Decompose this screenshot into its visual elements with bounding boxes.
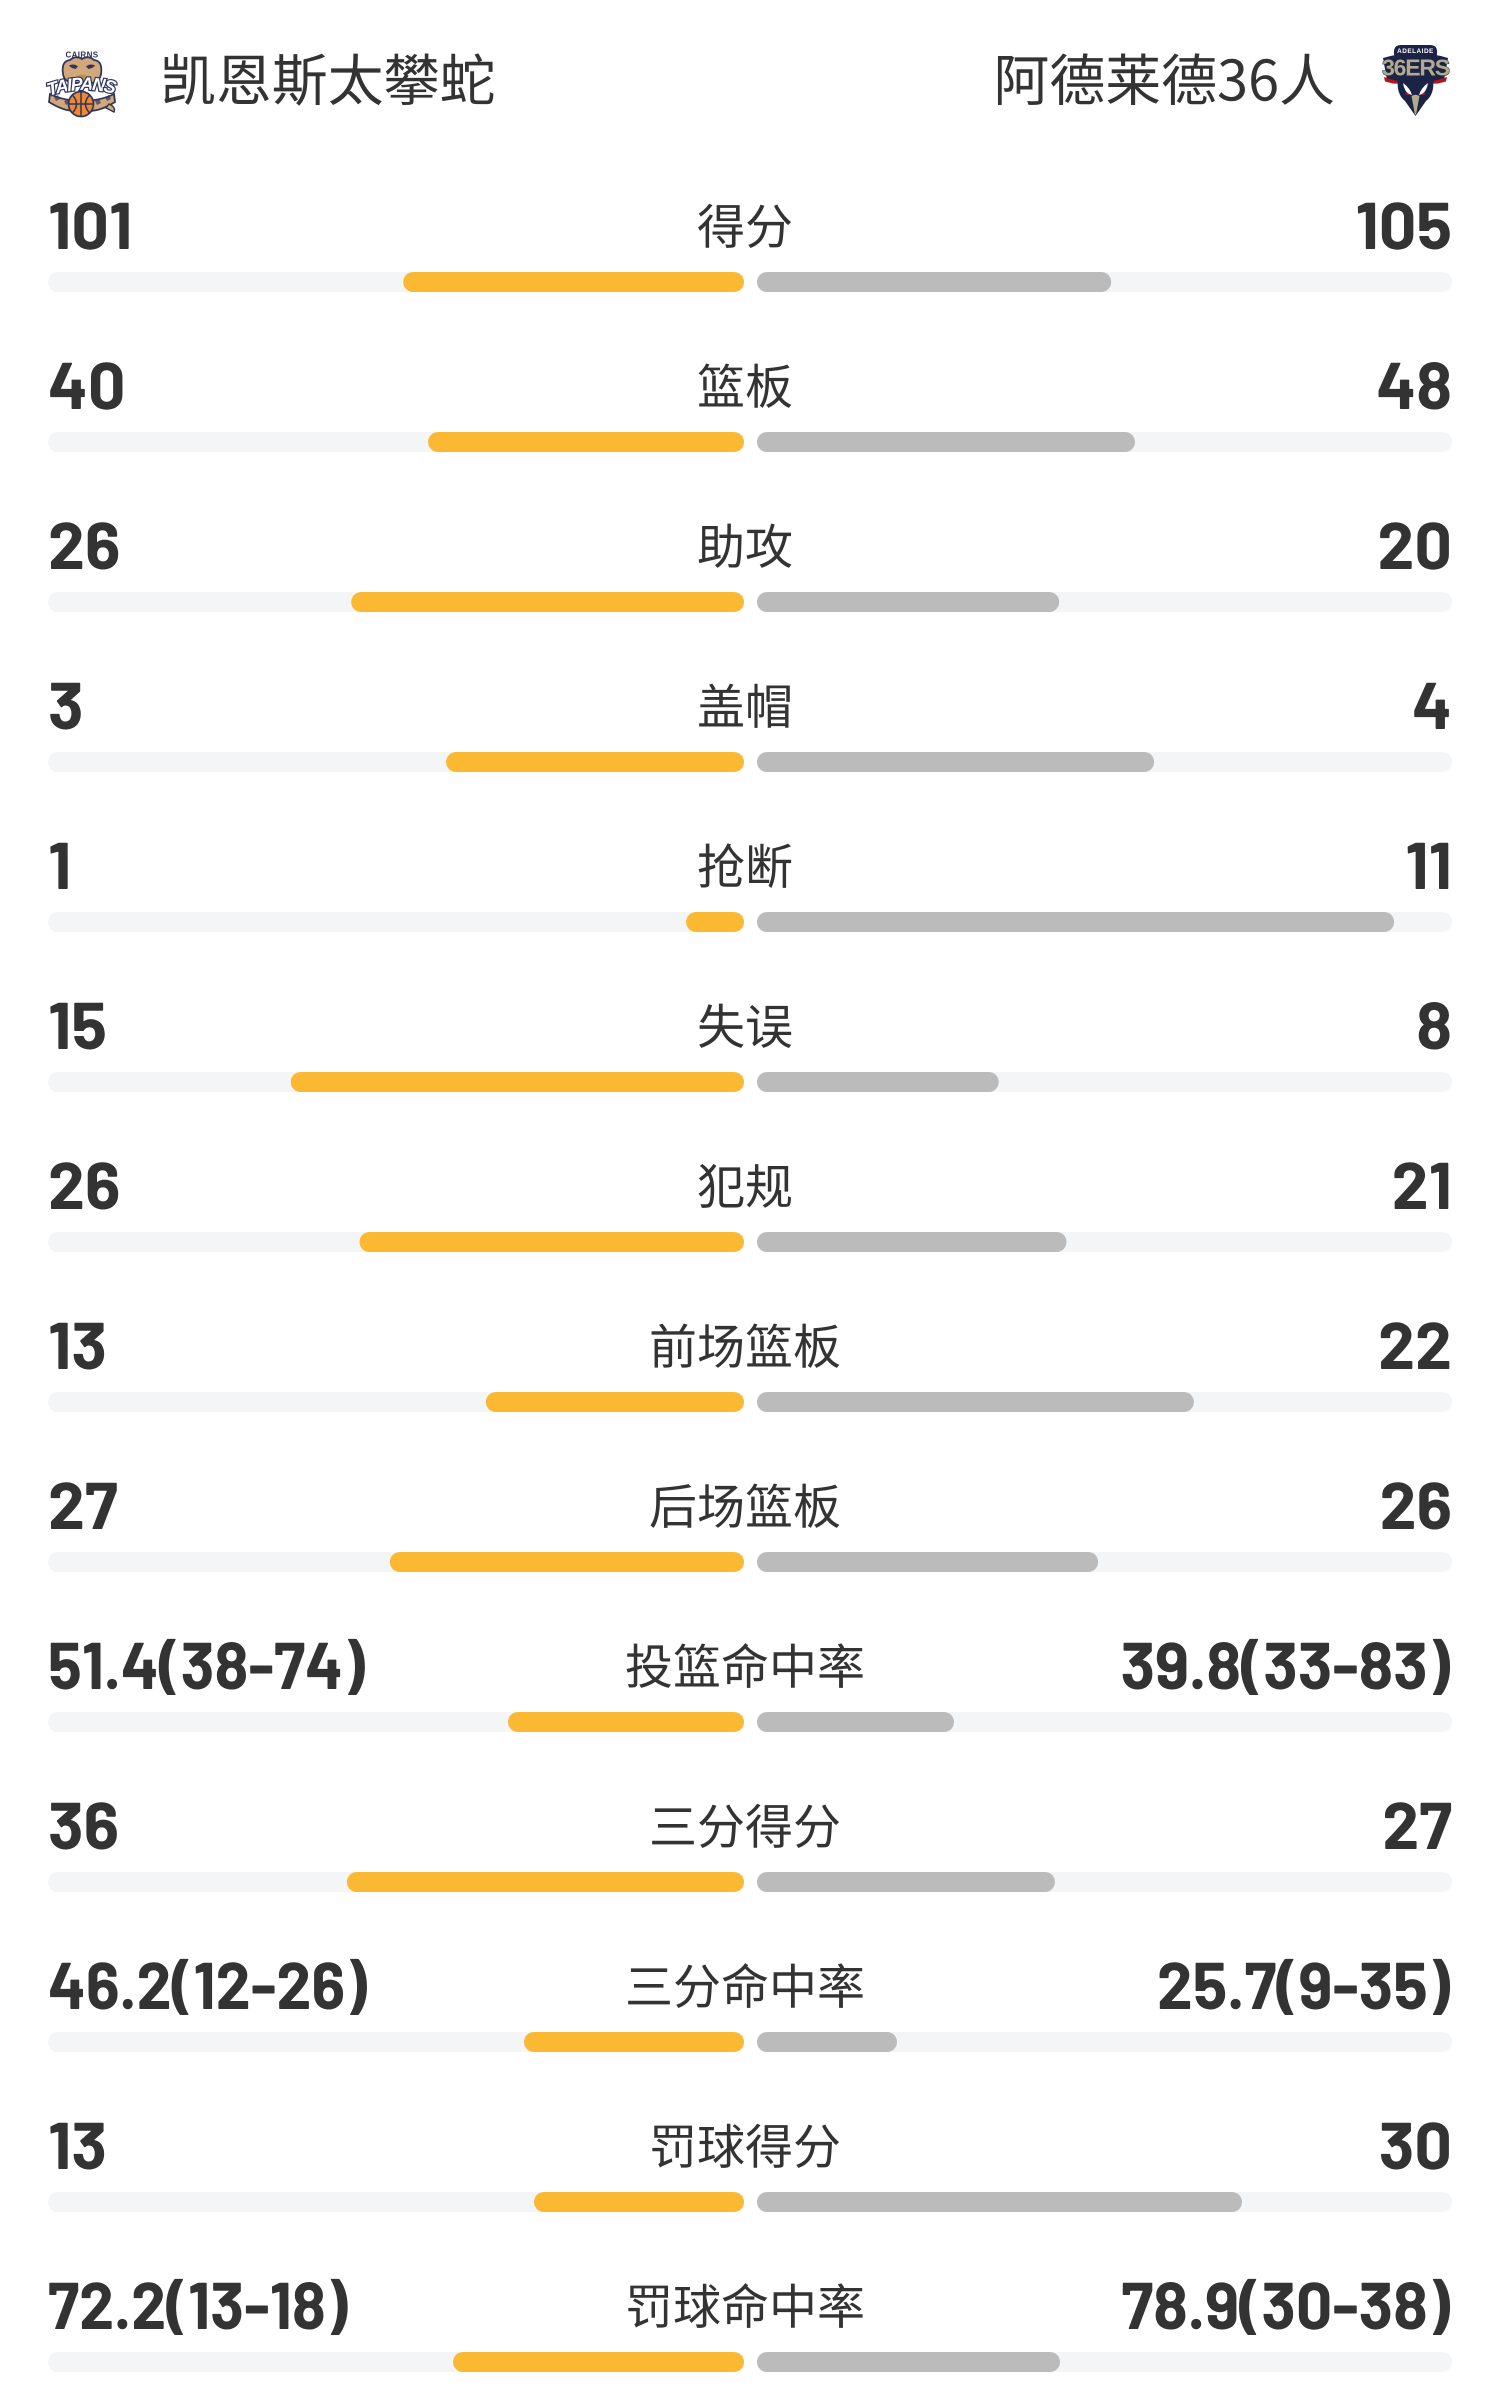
svg-text:36ERS: 36ERS [1382, 55, 1450, 81]
svg-text:ADELAIDE: ADELAIDE [1397, 48, 1434, 55]
svg-text:CAIRNS: CAIRNS [65, 51, 98, 60]
